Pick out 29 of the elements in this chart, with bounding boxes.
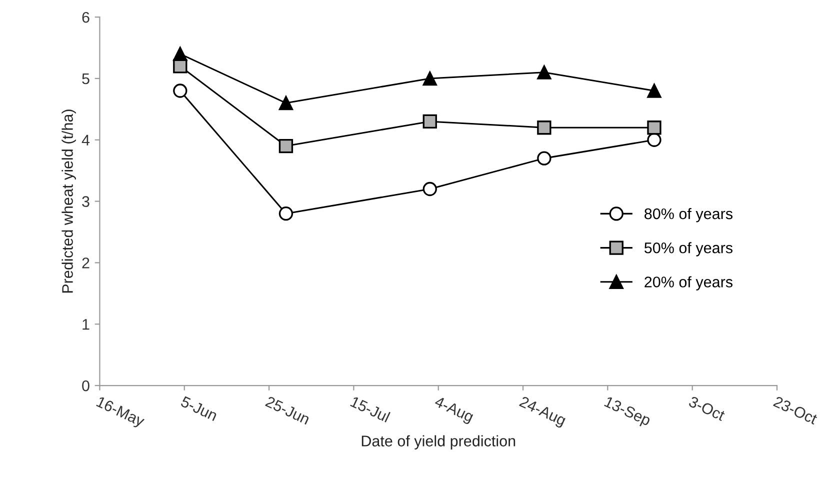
x-tick-label: 3-Oct	[688, 396, 726, 422]
y-tick-label: 1	[82, 319, 90, 330]
point	[647, 120, 662, 135]
point	[173, 84, 188, 98]
x-tick-label: 5-Jun	[180, 396, 218, 422]
point	[537, 65, 552, 80]
y-tick-label: 6	[82, 12, 90, 23]
point	[537, 151, 552, 166]
y-tick-label: 2	[82, 258, 90, 268]
point	[422, 114, 437, 129]
legend-label: 80% of years	[644, 208, 732, 222]
y-tick-label: 5	[82, 74, 90, 84]
x-tick-label: 15-Jul	[350, 396, 390, 423]
point	[278, 138, 294, 154]
x-axis-title: Date of yield prediction	[362, 435, 516, 450]
point	[278, 206, 294, 221]
y-tick-label: 3	[82, 196, 90, 207]
point	[647, 84, 662, 98]
point	[422, 71, 437, 86]
point	[173, 46, 188, 62]
legend-label: 50% of years	[644, 242, 732, 256]
point	[278, 96, 294, 110]
point	[647, 132, 662, 147]
y-tick-label: 0	[82, 380, 90, 392]
y-axis-title: Predicted wheat yield (t/ha)	[62, 110, 76, 293]
y-tick-label: 4	[82, 134, 90, 146]
point	[537, 120, 552, 135]
legend-label: 20% of years	[644, 276, 732, 290]
point	[422, 182, 437, 196]
